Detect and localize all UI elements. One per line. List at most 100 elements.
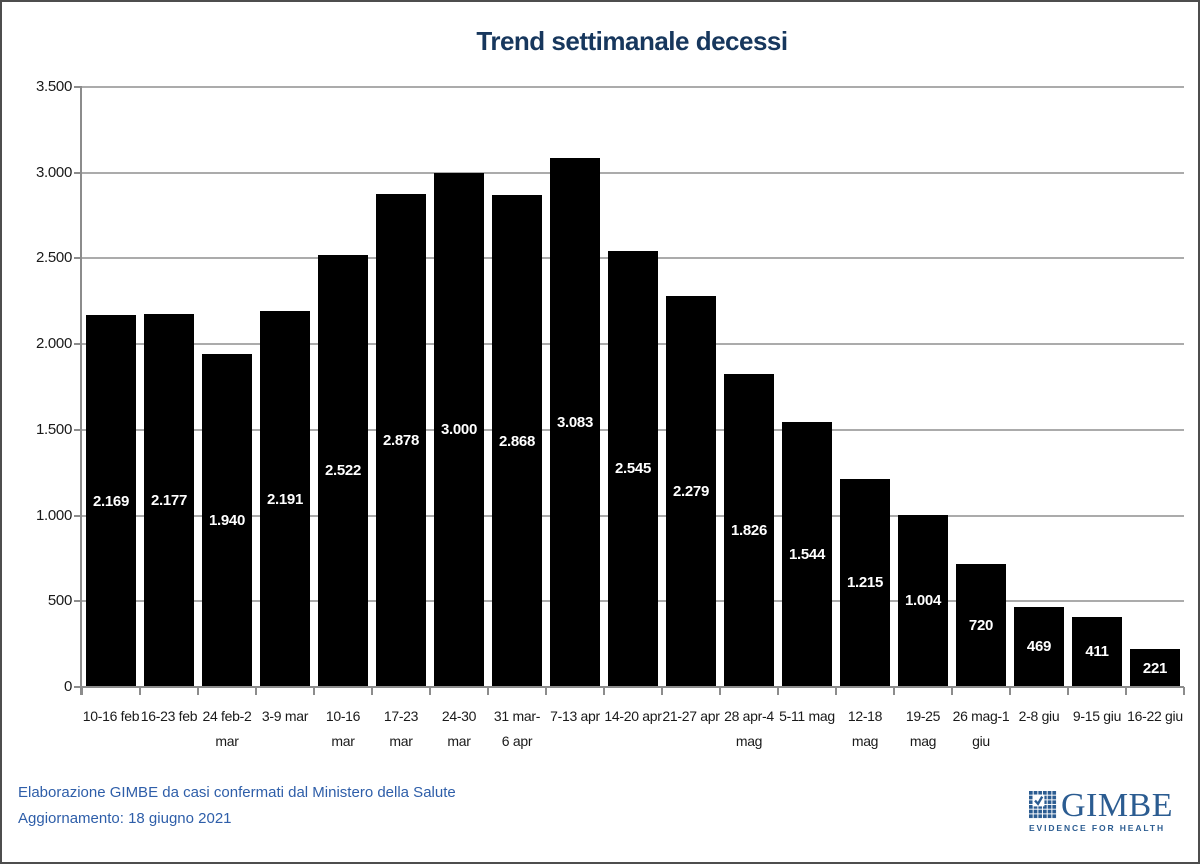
x-tick-label: 31 mar- 6 apr	[493, 708, 541, 749]
bar: 2.545	[608, 250, 658, 687]
gimbe-logo: GIMBE EVIDENCE FOR HEALTH	[1028, 787, 1173, 833]
gimbe-grid-check-icon	[1028, 791, 1057, 819]
x-axis-tick	[893, 687, 895, 695]
footer-source-line: Elaborazione GIMBE da casi confermati da…	[18, 784, 456, 801]
y-tick-label: 3.000	[35, 163, 72, 181]
x-tick-label: 19-25 mag	[905, 708, 941, 749]
bar: 411	[1072, 616, 1122, 687]
x-tick-label: 7-13 apr	[550, 708, 600, 724]
bar: 1.940	[202, 354, 252, 687]
bar-value-label: 2.878	[382, 431, 420, 449]
y-axis-tick	[74, 86, 82, 88]
y-axis-tick	[74, 343, 82, 346]
bar-value-label: 1.004	[904, 592, 942, 610]
x-tick-label: 9-15 giu	[1072, 708, 1122, 724]
bar: 720	[956, 563, 1006, 687]
x-axis-tick	[951, 687, 953, 695]
y-tick-label: 0	[63, 678, 72, 695]
bar: 221	[1130, 649, 1180, 687]
bar: 2.169	[86, 315, 136, 687]
x-axis-tick	[371, 687, 373, 695]
bar-value-label: 1.826	[730, 521, 768, 539]
bar: 2.177	[144, 313, 194, 687]
x-axis-tick	[1009, 687, 1011, 695]
chart-title: Trend settimanale decessi	[476, 26, 788, 56]
x-axis-tick	[255, 687, 257, 695]
x-tick-label: 17-23 mar	[383, 708, 419, 749]
bar-value-label: 1.544	[788, 546, 826, 564]
bar-value-label: 2.545	[614, 460, 652, 478]
x-tick-label: 16-22 giu	[1127, 708, 1183, 724]
bar-value-label: 720	[968, 616, 994, 634]
y-tick-label: 2.000	[35, 335, 72, 353]
y-axis-tick	[74, 514, 82, 517]
x-axis-tick	[719, 687, 721, 695]
y-axis-tick	[74, 257, 82, 260]
bar: 2.878	[376, 193, 426, 687]
x-tick-label: 2-8 giu	[1018, 708, 1060, 724]
x-tick-label: 21-27 apr	[662, 708, 720, 724]
x-axis-tick	[1183, 687, 1185, 695]
x-axis-tick	[139, 687, 141, 695]
bar: 2.868	[492, 195, 542, 687]
bar-value-label: 3.083	[556, 414, 594, 432]
x-tick-label: 26 mag-1 giu	[952, 708, 1010, 749]
x-axis-tick	[835, 687, 837, 695]
x-tick-label: 24-30 mar	[441, 708, 477, 749]
footer: Elaborazione GIMBE da casi confermati da…	[18, 780, 456, 832]
bar-value-label: 411	[1085, 643, 1109, 661]
x-tick-label: 10-16 mar	[325, 708, 361, 749]
y-tick-label: 1.000	[35, 506, 72, 524]
bar: 469	[1014, 606, 1064, 687]
bar: 1.215	[840, 478, 890, 687]
bar: 1.826	[724, 373, 774, 687]
x-tick-label: 3-9 mar	[261, 708, 309, 724]
x-tick-label: 12-18 mag	[847, 708, 883, 749]
bar: 2.522	[318, 254, 368, 687]
x-tick-label: 14-20 apr	[604, 708, 662, 724]
gridline	[82, 171, 1184, 174]
x-axis-tick	[545, 687, 547, 695]
bar-value-label: 221	[1142, 659, 1168, 677]
gridline	[82, 86, 1184, 88]
bar-value-label: 1.940	[208, 512, 246, 530]
y-axis-tick	[74, 428, 82, 431]
bar-value-label: 2.169	[92, 492, 130, 510]
bar: 1.544	[782, 422, 832, 687]
x-tick-label: 5-11 mag	[779, 708, 835, 724]
x-axis-tick	[1067, 687, 1069, 695]
x-axis-tick	[487, 687, 489, 695]
x-axis-tick	[429, 687, 431, 695]
x-tick-label: 28 apr-4 mag	[724, 708, 774, 749]
bar: 1.004	[898, 514, 948, 687]
footer-update-line: Aggiornamento: 18 giugno 2021	[18, 810, 232, 827]
y-tick-label: 2.500	[35, 249, 72, 267]
y-tick-label: 1.500	[35, 420, 72, 438]
bar-value-label: 2.522	[324, 462, 362, 480]
x-axis-tick	[197, 687, 199, 695]
y-axis-tick	[74, 171, 82, 174]
y-axis-tick	[74, 600, 82, 603]
bar: 2.191	[260, 311, 310, 687]
bar: 2.279	[666, 296, 716, 687]
x-axis-line	[74, 686, 1184, 688]
x-axis-tick	[603, 687, 605, 695]
x-tick-label: 16-23 feb	[140, 708, 198, 724]
bar-value-label: 469	[1026, 638, 1052, 656]
gimbe-logo-text: GIMBE	[1060, 787, 1173, 824]
bar-value-label: 2.279	[672, 483, 710, 501]
bar-value-label: 1.215	[846, 574, 884, 592]
gimbe-logo-tagline: EVIDENCE FOR HEALTH	[1028, 823, 1165, 833]
gimbe-logo-row: GIMBE	[1028, 787, 1173, 824]
bar-value-label: 2.177	[150, 491, 188, 509]
x-tick-label: 24 feb-2 mar	[202, 708, 252, 749]
x-axis-tick	[1125, 687, 1127, 695]
y-tick-label: 500	[47, 592, 72, 610]
bar-value-label: 2.868	[498, 432, 536, 450]
x-axis-tick	[777, 687, 779, 695]
x-axis-tick	[661, 687, 663, 695]
bar-value-label: 2.191	[266, 490, 304, 508]
bar: 3.083	[550, 158, 600, 687]
bar: 3.000	[434, 172, 484, 687]
